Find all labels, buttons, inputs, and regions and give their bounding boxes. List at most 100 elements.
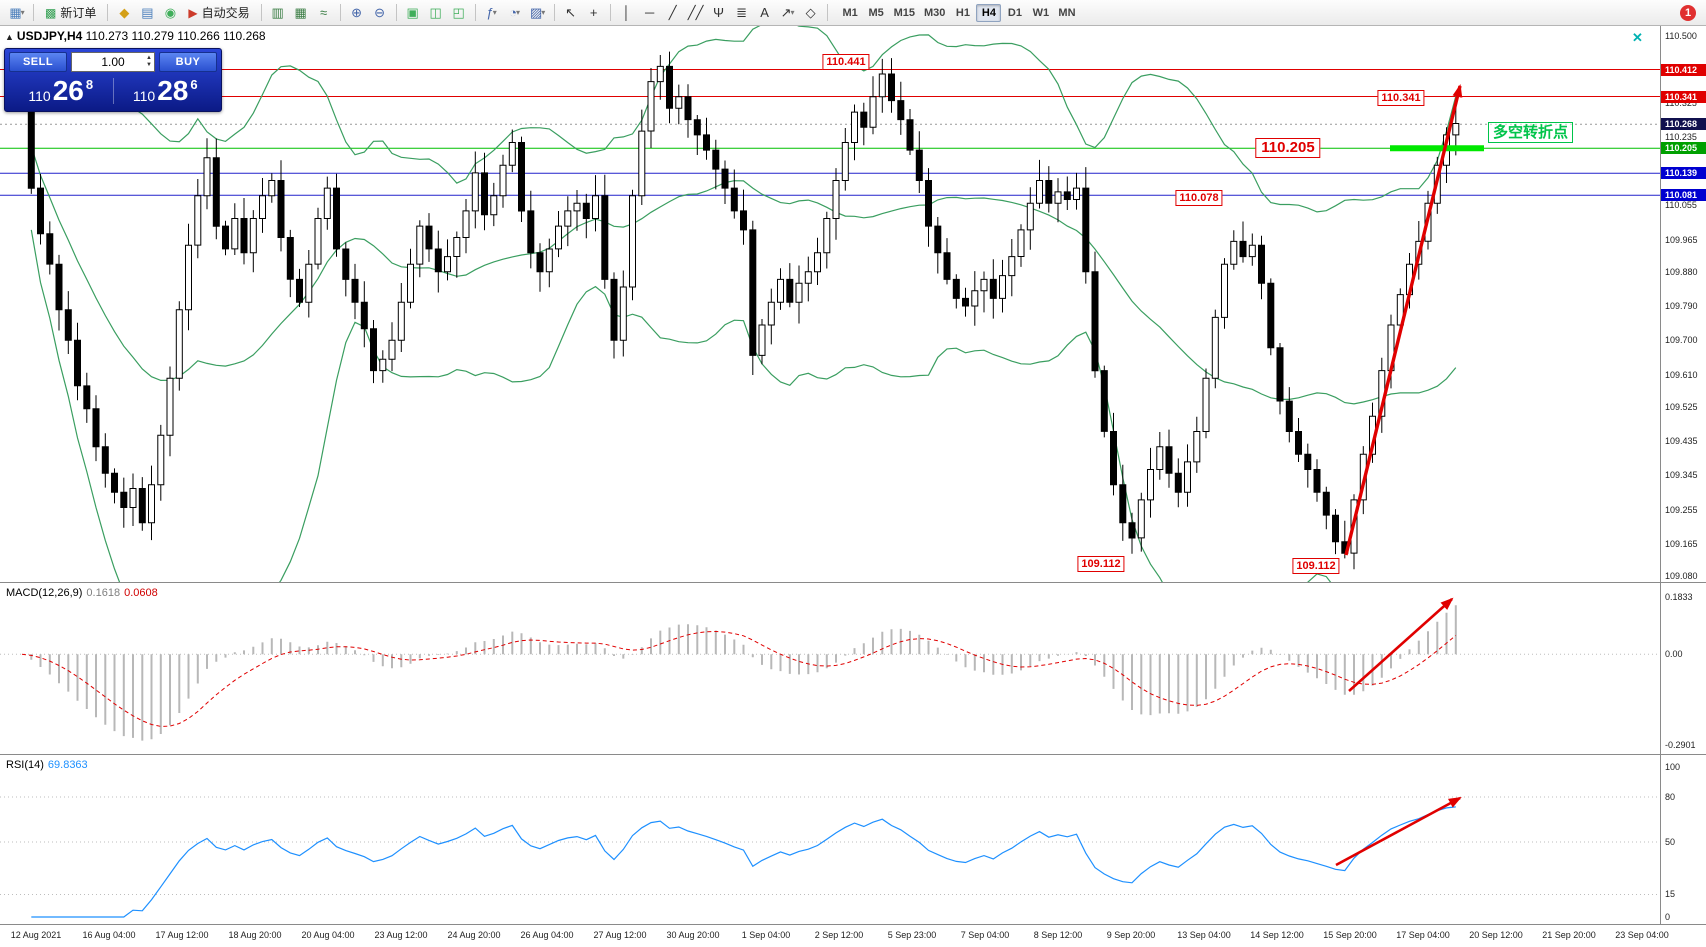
zoom-in-icon[interactable]: ⊕ — [346, 3, 368, 23]
timeframe-M1[interactable]: M1 — [842, 6, 858, 19]
price-callout[interactable]: 110.341 — [1377, 90, 1425, 106]
timeframe-M5[interactable]: M5 — [868, 6, 884, 19]
timeframe-W1[interactable]: W1 — [1032, 6, 1050, 19]
indicators-icon-caret[interactable]: ▾ — [492, 8, 497, 17]
price-callout[interactable]: 109.112 — [1292, 558, 1340, 574]
rsi-axis-label: 80 — [1665, 792, 1676, 802]
autotrading-button[interactable]: ▶ 自动交易 — [182, 3, 255, 23]
cursor-icon[interactable]: ↖ — [560, 3, 582, 23]
navigator-icon[interactable]: ▤ — [136, 3, 158, 23]
collapse-trade-panel-icon[interactable]: ▲ — [5, 32, 14, 42]
trendline-icon[interactable]: ╱ — [662, 3, 684, 23]
time-axis-label: 17 Aug 12:00 — [155, 930, 209, 940]
rsi-canvas[interactable] — [0, 755, 1660, 925]
bars-chart-glyph: ▥ — [271, 4, 284, 20]
toolbar-separator — [395, 4, 397, 21]
price-tick: 109.790 — [1665, 301, 1698, 311]
timeframe-H1[interactable]: H1 — [955, 6, 970, 19]
arrows-icon[interactable]: ↗ ▾ — [777, 3, 799, 23]
periods-icon[interactable]: ◔ ▾ — [504, 3, 526, 23]
rsi-axis-label: 0 — [1665, 912, 1671, 922]
arrows-icon-caret[interactable]: ▾ — [790, 8, 795, 17]
chart-title: ▲ USDJPY,H4 110.273 110.279 110.266 110.2… — [5, 29, 266, 43]
alerts-icon[interactable]: ◉ — [159, 3, 181, 23]
one-click-trading-panel: SELL 1.00 ▲ ▼ BUY 110 26 8 1 — [4, 48, 222, 112]
price-callout[interactable]: 109.112 — [1077, 556, 1125, 572]
price-axis[interactable]: 110.500110.410110.325110.235110.145110.0… — [1660, 26, 1706, 582]
chart-window-icon-caret[interactable]: ▾ — [20, 8, 25, 17]
shapes-icon[interactable]: ◇ — [800, 3, 822, 23]
bollinger-middle — [30, 146, 1457, 405]
candlestick-chart-icon[interactable]: ▦ — [290, 3, 312, 23]
notifications-badge[interactable]: 1 — [1680, 4, 1696, 21]
volume-up-icon[interactable]: ▲ — [146, 55, 152, 62]
zoom-out-icon[interactable]: ⊖ — [369, 3, 391, 23]
line-chart-icon[interactable]: ≈ — [313, 3, 335, 23]
crosshair-glyph: + — [589, 5, 598, 20]
sell-price: 110 26 8 — [9, 77, 113, 105]
fibonacci-icon[interactable]: ≣ — [731, 3, 753, 23]
macd-axis[interactable]: 0.1833 0.00 -0.2901 — [1660, 583, 1706, 754]
price-callout[interactable]: 110.441 — [822, 54, 870, 70]
main-chart-canvas[interactable] — [0, 26, 1660, 582]
trend-arrow[interactable] — [1348, 597, 1454, 692]
zoom-in-glyph: ⊕ — [351, 4, 363, 20]
new-order-button-label: 新订单 — [60, 6, 97, 20]
periods-icon-caret[interactable]: ▾ — [516, 8, 521, 17]
turning-point-annotation[interactable]: 多空转折点 — [1488, 122, 1574, 143]
chart-window-icon[interactable]: ▦ ▾ — [6, 3, 28, 23]
buy-button[interactable]: BUY — [159, 52, 217, 72]
volume-field[interactable]: 1.00 ▲ ▼ — [71, 52, 155, 72]
channel-icon[interactable]: ╱╱ — [685, 3, 707, 23]
arrows-glyph: ↗ — [780, 4, 792, 20]
volume-down-icon[interactable]: ▼ — [146, 62, 152, 68]
time-axis-label: 26 Aug 04:00 — [520, 930, 574, 940]
new-chart-icon[interactable]: ▣ — [402, 3, 424, 23]
indicators-icon[interactable]: ƒ ▾ — [481, 3, 503, 23]
line-chart-glyph: ≈ — [320, 5, 328, 20]
timeframe-D1[interactable]: D1 — [1007, 6, 1022, 19]
toolbar-separator — [826, 4, 828, 21]
volume-value[interactable]: 1.00 — [101, 55, 125, 69]
rsi-axis[interactable]: 100 80 50 15 0 — [1660, 755, 1706, 924]
timeframe-M30[interactable]: M30 — [924, 6, 946, 19]
rsi-axis-label: 100 — [1665, 762, 1681, 772]
chart-ohlc-values: 110.273 110.279 110.266 110.268 — [85, 29, 266, 43]
timeframe-M15[interactable]: M15 — [893, 6, 916, 19]
price-tick: 109.610 — [1665, 369, 1698, 380]
text-icon[interactable]: A — [754, 3, 776, 23]
price-callout[interactable]: 110.205 — [1255, 138, 1321, 158]
rsi-axis-label: 15 — [1665, 889, 1676, 899]
cascade-windows-icon[interactable]: ◰ — [448, 3, 470, 23]
bars-chart-icon[interactable]: ▥ — [267, 3, 289, 23]
vertical-line-glyph: │ — [622, 5, 631, 20]
tile-windows-icon[interactable]: ◫ — [425, 3, 447, 23]
crosshair-icon[interactable]: + — [583, 3, 605, 23]
timeframe-MN[interactable]: MN — [1058, 6, 1076, 19]
sell-button[interactable]: SELL — [9, 52, 67, 72]
pitchfork-icon[interactable]: Ψ — [708, 3, 730, 23]
macd-signal-value: 0.0608 — [124, 587, 158, 599]
cursor-glyph: ↖ — [565, 4, 577, 20]
price-tick: 110.235 — [1665, 131, 1697, 142]
time-axis-label: 14 Sep 12:00 — [1250, 930, 1304, 940]
templates-icon-caret[interactable]: ▾ — [541, 8, 546, 17]
trend-arrow[interactable] — [1344, 84, 1463, 556]
time-axis[interactable]: 12 Aug 2021 16 Aug 04:00 17 Aug 12:00 18 Au… — [0, 924, 1706, 947]
metaeditor-icon[interactable]: ◆ — [113, 3, 135, 23]
timeframe-H4[interactable]: H4 — [976, 3, 1002, 22]
templates-icon[interactable]: ▨ ▾ — [527, 3, 549, 23]
macd-name: MACD(12,26,9) — [6, 587, 83, 599]
vertical-line-icon[interactable]: │ — [616, 3, 638, 23]
price-tick: 110.325 — [1665, 97, 1697, 108]
trend-arrow[interactable] — [1335, 796, 1462, 867]
close-icon[interactable]: ✕ — [1632, 30, 1643, 45]
new-order-button[interactable]: ▩ 新订单 — [39, 3, 102, 23]
price-callout[interactable]: 110.078 — [1175, 190, 1223, 206]
time-axis-label: 7 Sep 04:00 — [960, 930, 1010, 940]
toolbar-separator — [107, 4, 109, 21]
macd-canvas[interactable] — [0, 583, 1660, 755]
zoom-out-glyph: ⊖ — [374, 4, 386, 20]
horizontal-line-icon[interactable]: ─ — [639, 3, 661, 23]
bollinger-lower — [30, 229, 1332, 582]
